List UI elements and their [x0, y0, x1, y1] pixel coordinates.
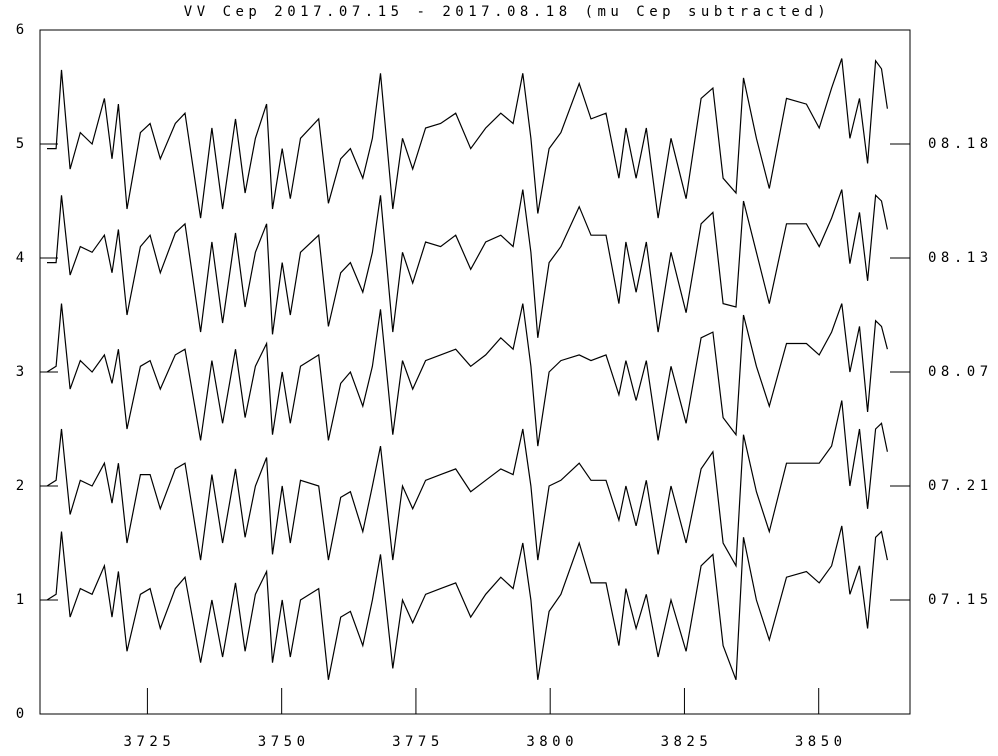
chart-title: VV Cep 2017.07.15 - 2017.08.18 (mu Cep s… [184, 4, 830, 20]
y-tick-label: 1 [16, 592, 24, 608]
x-tick-label: 3750 [258, 734, 310, 750]
spectrum-line [46, 303, 888, 447]
y-tick-label: 6 [16, 22, 24, 38]
spectrum-line [46, 525, 888, 681]
y2-tick-label: 08.18 [928, 136, 993, 152]
y-tick-label: 4 [16, 250, 24, 266]
spectrum-line [47, 58, 888, 219]
x-tick-label: 3725 [124, 734, 176, 750]
y2-tick-label: 07.21 [928, 478, 993, 494]
y-tick-label: 5 [16, 136, 24, 152]
x-tick-label: 3800 [526, 734, 578, 750]
spectrum-line [47, 189, 888, 338]
x-tick-label: 3825 [661, 734, 713, 750]
y-tick-label: 0 [16, 706, 24, 722]
y2-tick-label: 08.13 [928, 250, 993, 266]
y-tick-label: 2 [16, 478, 24, 494]
x-tick-label: 3775 [392, 734, 444, 750]
spectrum-line [46, 400, 888, 568]
x-tick-label: 3850 [795, 734, 847, 750]
y2-tick-label: 07.15 [928, 592, 993, 608]
y-tick-label: 3 [16, 364, 24, 380]
y2-tick-label: 08.07 [928, 364, 993, 380]
